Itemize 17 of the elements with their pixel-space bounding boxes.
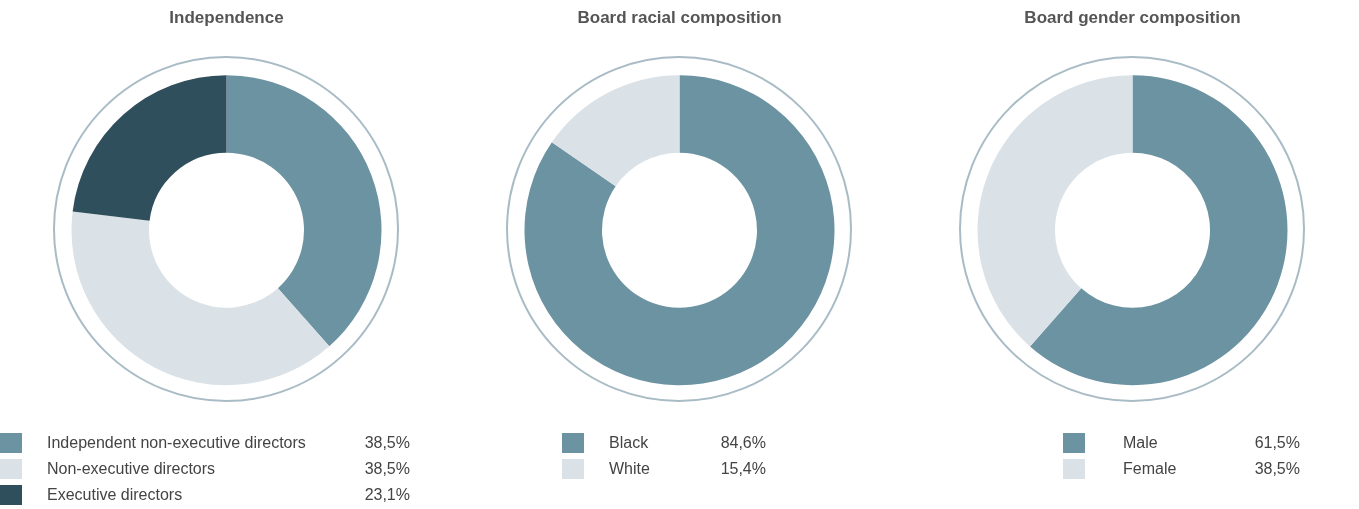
legend-label: Independent non-executive directors xyxy=(47,434,306,452)
data-label: 38,5% xyxy=(1253,460,1300,478)
legend-label: Black xyxy=(609,434,649,452)
data-label: 38,5% xyxy=(363,460,410,478)
chart-title: Board racial composition xyxy=(577,7,782,27)
data-label: 84,6% xyxy=(719,434,766,452)
legend-label: White xyxy=(609,460,650,478)
legend-label: Non-executive directors xyxy=(47,460,216,478)
legend-label: Female xyxy=(1123,460,1177,478)
chart-title: Board gender composition xyxy=(1024,7,1241,27)
legend-label: Male xyxy=(1123,434,1158,452)
data-label: 38,5% xyxy=(363,434,410,452)
legend-label: Executive directors xyxy=(47,486,183,504)
data-label: 15,4% xyxy=(719,460,766,478)
chart-title: Independence xyxy=(169,7,284,27)
data-label: 61,5% xyxy=(1253,434,1300,452)
data-label: 23,1% xyxy=(363,486,410,504)
